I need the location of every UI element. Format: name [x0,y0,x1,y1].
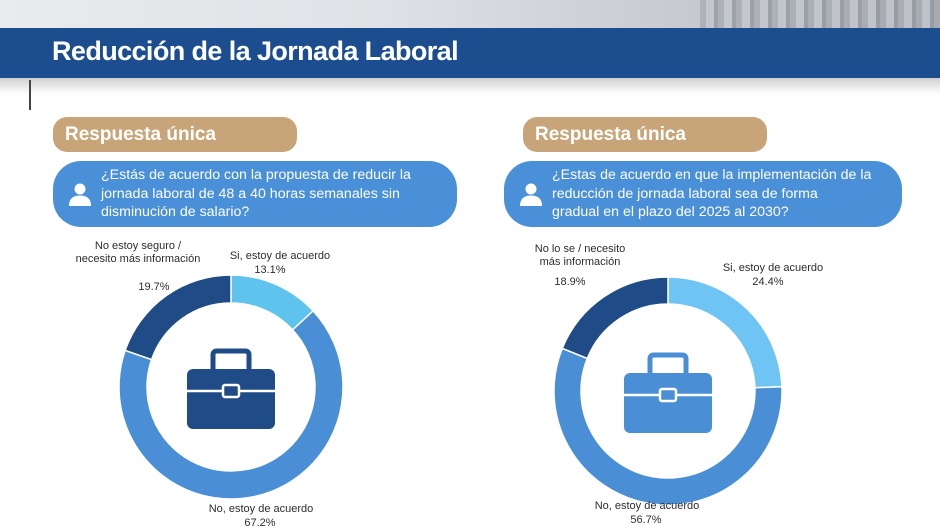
slice-value-disagree: 56.7% [630,514,662,526]
user-icon [69,183,91,206]
question-line: ¿Estas de acuerdo en que la implementaci… [552,167,872,183]
slice-label-line: más información [539,256,621,268]
question-line: reducción de jornada laboral sea de form… [552,185,818,202]
response-type-badge-2: Respuesta única [523,117,767,152]
briefcase-icon [624,352,712,433]
donut-slice-not-sure [124,274,232,361]
donut-chart-1 [118,274,344,500]
slice-value-not-sure: 18.9% [554,276,586,288]
donut-slice-not-sure [561,276,669,360]
slice-value-agree: 24.4% [752,276,784,288]
briefcase-icon [187,348,275,429]
question-card-1: ¿Estás de acuerdo con la propuesta de re… [53,161,457,227]
question-text-2: ¿Estas de acuerdo en que la implementaci… [552,166,888,222]
user-icon [520,183,542,206]
question-line: ¿Estás de acuerdo con la propuesta de re… [101,167,411,183]
question-line: disminución de salario? [101,204,250,220]
slice-value-agree: 13.1% [254,264,286,276]
question-card-2: ¿Estas de acuerdo en que la implementaci… [504,161,902,227]
donut-slice-disagree [553,347,783,506]
slice-label-not-sure: No lo se / necesito más información [520,243,640,269]
title-shadow [0,78,940,94]
page-title: Reducción de la Jornada Laboral [52,36,459,66]
question-line: gradual en el plazo del 2025 al 2030? [552,204,789,220]
donut-slice-disagree [118,309,344,500]
title-bar: Reducción de la Jornada Laboral [0,28,940,78]
slice-label-line: No lo se / necesito [534,243,626,255]
question-text-1: ¿Estás de acuerdo con la propuesta de re… [101,166,443,222]
slice-label-not-sure: No estoy seguro / necesito más informaci… [58,240,218,266]
response-type-badge-1: Respuesta única [53,117,297,152]
slice-label-disagree: No, estoy de acuerdo [594,500,700,512]
slice-label-agree: Si, estoy de acuerdo [229,250,331,262]
slice-label-line: necesito más información [75,253,201,265]
slice-label-disagree: No, estoy de acuerdo [208,503,314,515]
slice-label-agree: Si, estoy de acuerdo [722,262,824,274]
donut-chart-2 [553,276,783,506]
slice-label-line: No estoy seguro / [94,240,182,252]
background-photo-strip [0,0,940,30]
question-line: jornada laboral de 48 a 40 horas semanal… [101,185,400,202]
divider [29,80,31,110]
slice-value-not-sure: 19.7% [138,281,170,293]
slice-value-disagree: 67.2% [244,517,276,529]
